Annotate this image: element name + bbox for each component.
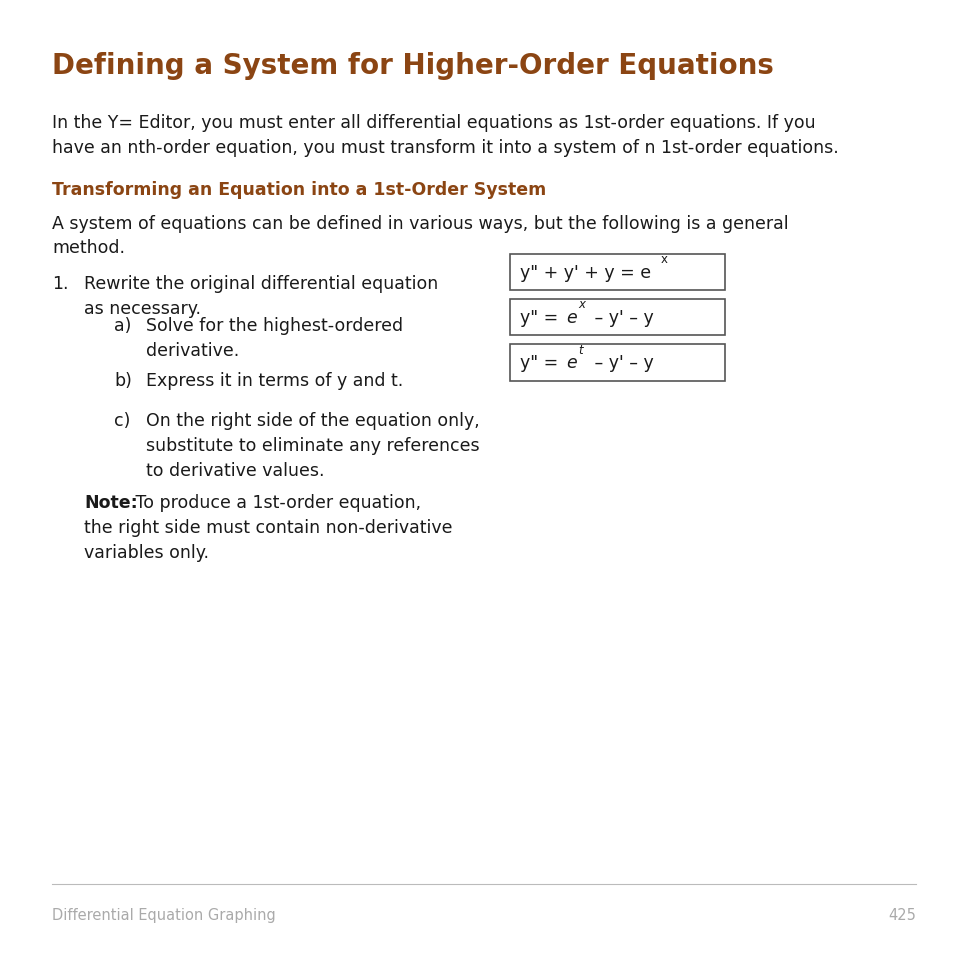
Text: 425: 425 [887, 907, 915, 923]
Text: substitute to eliminate any references: substitute to eliminate any references [146, 436, 479, 455]
Text: variables only.: variables only. [84, 543, 209, 561]
Text: Note:: Note: [84, 494, 137, 512]
Text: t: t [578, 343, 582, 356]
Text: y" =: y" = [519, 355, 563, 372]
Text: A system of equations can be defined in various ways, but the following is a gen: A system of equations can be defined in … [52, 214, 788, 233]
Text: On the right side of the equation only,: On the right side of the equation only, [146, 412, 479, 430]
Text: x: x [578, 297, 584, 311]
Text: have an nth-order equation, you must transform it into a system of n 1st-order e: have an nth-order equation, you must tra… [52, 139, 839, 157]
Text: to derivative values.: to derivative values. [146, 461, 324, 479]
Text: – y' – y: – y' – y [588, 355, 653, 372]
Text: Solve for the highest-ordered: Solve for the highest-ordered [146, 316, 403, 335]
Text: – y' – y: – y' – y [588, 309, 653, 326]
Text: y" + y' + y = e: y" + y' + y = e [519, 264, 650, 281]
Text: a): a) [114, 316, 132, 335]
Text: method.: method. [52, 239, 126, 257]
Bar [510, 345, 724, 381]
Text: derivative.: derivative. [146, 341, 239, 359]
Text: the right side must contain non-derivative: the right side must contain non-derivati… [84, 518, 452, 537]
Text: as necessary.: as necessary. [84, 299, 201, 317]
Bar [510, 254, 724, 291]
Text: Transforming an Equation into a 1st-Order System: Transforming an Equation into a 1st-Orde… [52, 181, 546, 199]
Text: c): c) [114, 412, 131, 430]
Text: e: e [566, 355, 577, 372]
Text: Defining a System for Higher-Order Equations: Defining a System for Higher-Order Equat… [52, 52, 774, 80]
Text: In the Y= Editor, you must enter all differential equations as 1st-order equatio: In the Y= Editor, you must enter all dif… [52, 114, 815, 132]
Text: b): b) [114, 372, 132, 390]
Text: 1.: 1. [52, 274, 69, 293]
Bar [510, 299, 724, 335]
Text: Express it in terms of y and t.: Express it in terms of y and t. [146, 372, 403, 390]
Text: Rewrite the original differential equation: Rewrite the original differential equati… [84, 274, 437, 293]
Text: To produce a 1st-order equation,: To produce a 1st-order equation, [130, 494, 420, 512]
Text: e: e [566, 309, 577, 326]
Text: x: x [660, 253, 667, 266]
Text: Differential Equation Graphing: Differential Equation Graphing [52, 907, 276, 923]
Text: y" =: y" = [519, 309, 563, 326]
